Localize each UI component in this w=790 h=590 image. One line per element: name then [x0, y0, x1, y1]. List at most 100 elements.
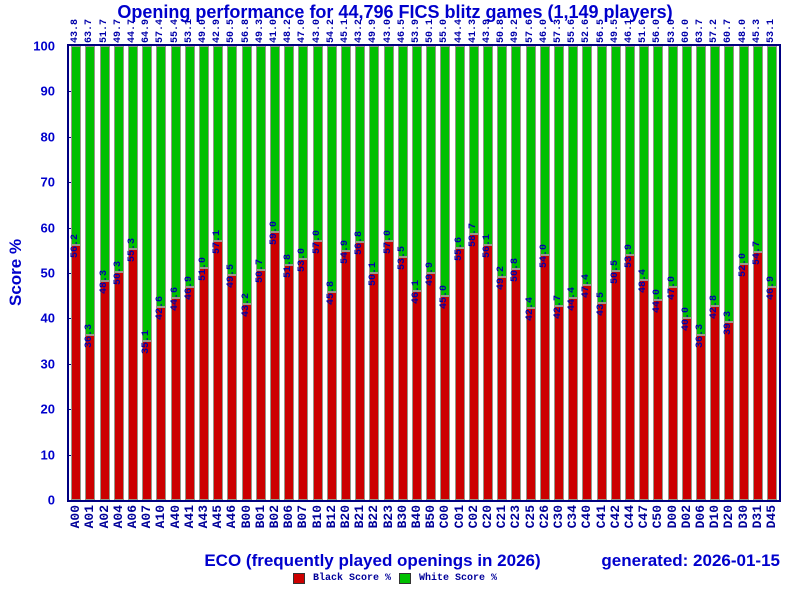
bar-C21 [497, 46, 508, 500]
white-score-segment [553, 46, 564, 307]
white-score-value: 43.2 [354, 18, 366, 43]
bar-C23 [511, 46, 522, 500]
white-score-value: 60.0 [680, 18, 692, 43]
black-score-segment [326, 292, 337, 500]
white-score-value: 53.0 [666, 18, 678, 43]
black-score-segment [695, 335, 706, 500]
x-tick-label-A10: A10 [153, 505, 169, 529]
bar-C02 [468, 46, 479, 500]
y-tick-label: 90 [40, 83, 55, 99]
white-score-value: 49.2 [510, 18, 522, 43]
bar-A43 [198, 46, 209, 500]
bars-layer: 56.2 36.3 48.3 50.3 55.3 35.1 42.6 44.6 46.9 51.0… [69, 46, 779, 500]
white-score-segment [511, 46, 522, 270]
white-score-segment [568, 46, 579, 299]
x-tick-label-D10: D10 [707, 505, 723, 529]
x-tick-label-C00: C00 [437, 505, 453, 529]
y-tick-label: 100 [33, 38, 55, 54]
white-score-segment [724, 46, 735, 322]
bar-B02 [269, 46, 280, 500]
black-score-value: 59.0 [268, 221, 280, 246]
white-score-value: 56.8 [240, 18, 252, 43]
x-tick-label-B02: B02 [266, 505, 282, 529]
white-score-segment [766, 46, 777, 288]
white-score-value: 52.6 [581, 18, 593, 43]
white-score-segment [198, 46, 209, 269]
white-score-value: 43.0 [311, 18, 323, 43]
x-tick-label-A46: A46 [224, 505, 240, 529]
bar-B21 [355, 46, 366, 500]
black-score-value: 47.4 [581, 273, 593, 298]
y-tick-label: 60 [40, 220, 55, 236]
bar-B01 [255, 46, 266, 500]
black-score-segment [539, 254, 550, 500]
black-score-segment [553, 306, 564, 500]
black-score-value: 57.1 [212, 229, 224, 254]
x-tick-label-C01: C01 [451, 505, 467, 529]
white-score-value: 46.1 [623, 18, 635, 43]
y-axis-tick-labels: 0 10 20 30 40 50 60 70 80 90 100 [0, 39, 62, 508]
black-score-value: 50.7 [254, 258, 266, 283]
y-tick-label: 0 [47, 492, 55, 508]
black-score-value: 57.0 [382, 230, 394, 255]
black-score-segment [724, 321, 735, 500]
white-score-value: 57.6 [524, 18, 536, 43]
black-score-segment [255, 269, 266, 500]
white-score-segment [298, 46, 309, 260]
bar-C41 [596, 46, 607, 500]
white-score-value: 53.1 [183, 18, 195, 43]
x-tick-label-D02: D02 [678, 505, 694, 529]
white-score-segment [426, 46, 437, 274]
x-tick-label-B50: B50 [423, 505, 439, 529]
black-score-segment [127, 248, 138, 500]
black-score-segment [482, 245, 493, 500]
white-score-segment [184, 46, 195, 288]
bar-A07 [142, 46, 153, 500]
x-tick-label-A02: A02 [96, 505, 112, 529]
bar-A01 [85, 46, 96, 500]
white-score-labels: 43.8 63.7 51.7 49.7 44.7 64.9 57.4 55.4 53.1 49.0… [69, 12, 779, 43]
white-score-segment [525, 46, 536, 308]
white-score-segment [639, 46, 650, 281]
black-score-value: 57.0 [311, 230, 323, 255]
white-score-segment [326, 46, 337, 293]
x-tick-label-B20: B20 [337, 505, 353, 529]
bar-C20 [482, 46, 493, 500]
x-tick-label-C20: C20 [479, 505, 495, 529]
y-tick-label: 20 [40, 401, 55, 417]
bar-A41 [184, 46, 195, 500]
black-score-segment [241, 303, 252, 500]
x-tick-label-D20: D20 [721, 505, 737, 529]
white-score-value: 50.1 [425, 18, 437, 43]
white-score-value: 42.9 [212, 18, 224, 43]
white-score-value: 54.2 [325, 18, 337, 43]
bar-A02 [99, 46, 110, 500]
white-score-segment [539, 46, 550, 255]
white-score-value: 48.0 [737, 18, 749, 43]
black-score-value: 46.9 [183, 276, 195, 301]
y-tick-label: 80 [40, 129, 55, 145]
black-score-segment [411, 290, 422, 500]
y-tick-label: 70 [40, 174, 55, 190]
white-score-segment [738, 46, 749, 264]
white-score-segment [596, 46, 607, 303]
white-score-value: 49.7 [112, 18, 124, 43]
bar-B40 [411, 46, 422, 500]
white-score-value: 53.1 [765, 18, 777, 43]
black-score-segment [99, 280, 110, 500]
black-score-value: 50.8 [510, 258, 522, 283]
white-score-legend-label: White Score % [419, 572, 498, 584]
white-score-segment [397, 46, 408, 258]
white-score-value: 49.0 [197, 18, 209, 43]
black-score-value: 52.0 [737, 252, 749, 277]
bar-A46 [227, 46, 238, 500]
white-score-segment [667, 46, 678, 287]
x-tick-label-B22: B22 [366, 505, 382, 529]
white-score-segment [482, 46, 493, 246]
white-score-value: 43.9 [481, 18, 493, 43]
black-score-value: 46.1 [410, 279, 422, 304]
white-score-segment [383, 46, 394, 242]
black-score-segment [184, 287, 195, 500]
black-score-segment [766, 287, 777, 500]
white-score-value: 45.3 [751, 18, 763, 43]
